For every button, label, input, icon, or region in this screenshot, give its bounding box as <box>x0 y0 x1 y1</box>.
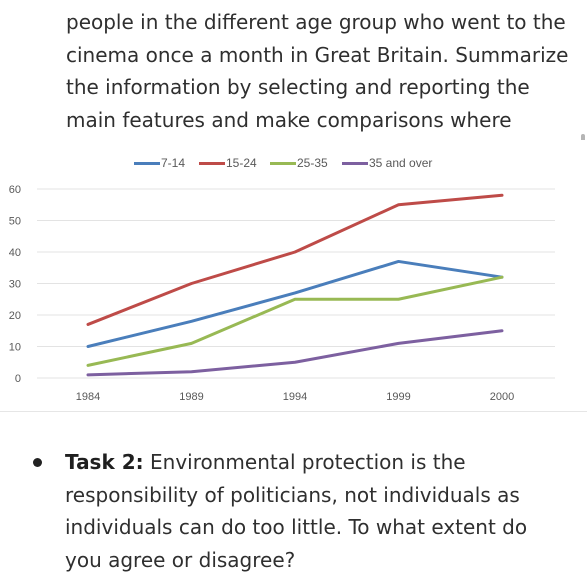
task2-label: Task 2: <box>65 450 144 474</box>
bullet-icon <box>33 458 42 467</box>
series-line-15-24 <box>86 193 504 326</box>
legend-swatch-7-14 <box>134 161 160 165</box>
line-chart: 7-14 15-24 25-35 35 and over 0 10 20 30 40 50… <box>0 140 587 412</box>
task2-paragraph: Task 2: Environmental protection is the … <box>65 446 570 576</box>
legend-swatch-35-and-over <box>342 161 368 165</box>
y-tick-label: 30 <box>9 279 21 291</box>
legend-label-7-14: 7-14 <box>161 156 186 170</box>
legend-label-15-24: 15-24 <box>226 156 257 170</box>
legend-item-25-35: 25-35 <box>270 156 328 170</box>
legend-swatch-15-24 <box>199 161 225 165</box>
series-line-7-14 <box>86 259 504 348</box>
y-tick-label: 0 <box>15 373 21 385</box>
legend-label-25-35: 25-35 <box>297 156 328 170</box>
x-tick-label: 1994 <box>283 391 307 403</box>
x-tick-label: 1989 <box>179 391 203 403</box>
legend-item-15-24: 15-24 <box>199 156 257 170</box>
grid-lines <box>37 188 555 379</box>
series-line-25-35 <box>86 275 504 367</box>
series-lines <box>86 193 504 377</box>
x-axis-ticks: 1984 1989 1994 1999 2000 <box>76 391 514 403</box>
legend-item-7-14: 7-14 <box>134 156 185 170</box>
x-tick-label: 2000 <box>490 391 514 403</box>
y-axis-ticks: 0 10 20 30 40 50 60 <box>9 184 21 385</box>
y-tick-label: 40 <box>9 247 21 259</box>
legend-label-35-and-over: 35 and over <box>369 156 433 170</box>
legend-item-35-and-over: 35 and over <box>342 156 432 170</box>
y-tick-label: 60 <box>9 184 21 196</box>
y-tick-label: 50 <box>9 216 21 228</box>
task2-body: Environmental protection is the responsi… <box>65 450 528 572</box>
chart-legend: 7-14 15-24 25-35 35 and over <box>0 156 587 172</box>
section-divider <box>0 411 587 412</box>
legend-swatch-25-35 <box>270 161 296 165</box>
chart-plot: 0 10 20 30 40 50 60 1984 1989 1994 1999 2000 <box>9 184 555 403</box>
x-tick-label: 1984 <box>76 391 100 403</box>
x-tick-label: 1999 <box>386 391 410 403</box>
y-tick-label: 20 <box>9 310 21 322</box>
y-tick-label: 10 <box>9 342 21 354</box>
